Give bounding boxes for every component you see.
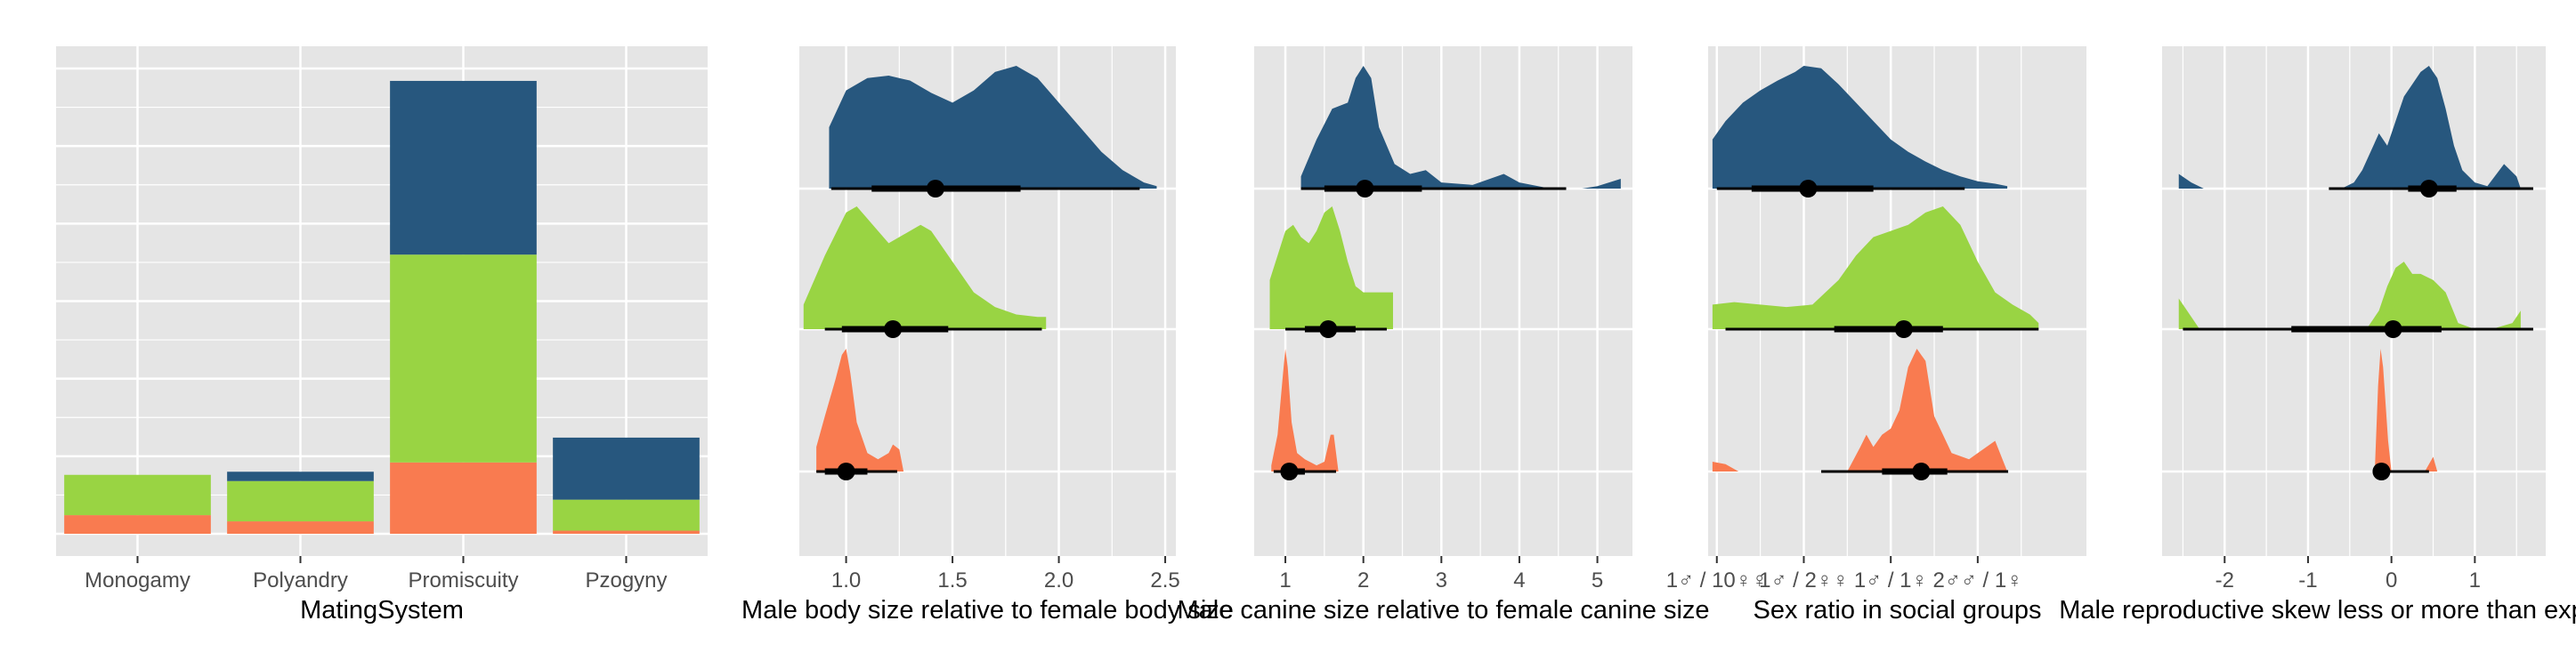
bar-segment: [390, 80, 537, 255]
tick-label: 2: [1357, 568, 1369, 592]
tick-label: 2.0: [1044, 568, 1073, 592]
density-ridge: [1300, 66, 1621, 189]
tick-label: 1: [2469, 568, 2481, 592]
panel-1: Monogamy Polyandry Promiscuity Pzogyny Matin…: [56, 46, 708, 625]
point-estimate: [1799, 180, 1818, 197]
tick-label: Promiscuity: [408, 568, 518, 592]
bar-segment: [64, 515, 211, 534]
bar-segment: [553, 437, 700, 500]
tick-label: 1.5: [937, 568, 967, 592]
panel-5: -2 -1 0 1 Male reproductive skew less or mor…: [2059, 46, 2576, 625]
tick-label: 4: [1513, 568, 1525, 592]
point-estimate: [2384, 320, 2402, 338]
density-ridge: [2178, 262, 2521, 329]
tick-label: Monogamy: [85, 568, 190, 592]
density-ridge: [1271, 349, 1339, 472]
tick-label: 3: [1436, 568, 1447, 592]
point-estimate: [2372, 463, 2391, 480]
density-ridge: [2374, 349, 2438, 472]
density-ridge: [2178, 66, 2521, 189]
density-ridge: [829, 66, 1157, 189]
panel-3: 1 2 3 4 5 Male canine size relative to female…: [1177, 46, 1710, 625]
point-estimate: [1280, 463, 1299, 480]
x-axis-title: MatingSystem: [300, 596, 464, 625]
density-ridge: [816, 349, 904, 472]
bar-segment: [227, 521, 374, 534]
point-estimate: [1319, 320, 1338, 338]
tick-label: Polyandry: [253, 568, 348, 592]
point-estimate: [1912, 463, 1931, 480]
bar-segment: [390, 462, 537, 534]
tick-label: -1: [2298, 568, 2317, 592]
tick-label: 2.5: [1150, 568, 1179, 592]
tick-label: Pzogyny: [585, 568, 667, 592]
point-estimate: [1356, 180, 1374, 197]
bar-segment: [227, 480, 374, 522]
tick-label: 5: [1592, 568, 1603, 592]
point-estimate: [926, 180, 944, 197]
panel-background: [2162, 46, 2546, 556]
bar-segment: [390, 254, 537, 463]
bar-segment: [553, 499, 700, 531]
panel-2: 1.0 1.5 2.0 2.5 Male body size relative to f…: [741, 46, 1234, 625]
tick-label: 1♂ / 10♀♀: [1666, 568, 1768, 592]
point-estimate: [1894, 320, 1913, 338]
density-ridge: [1712, 206, 2039, 329]
bar-segment: [64, 474, 211, 516]
bar-segment: [227, 472, 374, 481]
tick-label: -2: [2216, 568, 2234, 592]
x-axis-title: Male reproductive skew less or more than…: [2059, 596, 2576, 625]
density-ridge: [1269, 206, 1393, 329]
tick-label: 1: [1279, 568, 1291, 592]
tick-label: 2♂♂ / 1♀: [1933, 568, 2023, 592]
density-ridge: [1712, 66, 2008, 189]
tick-label: 1♂ / 1♀: [1854, 568, 1928, 592]
density-ridge: [803, 206, 1047, 329]
x-axis-title: Male canine size relative to female cani…: [1177, 596, 1709, 625]
x-axis-title: Male body size relative to female body s…: [741, 596, 1234, 625]
panel-4: 1♂ / 10♀♀1♂ / 2♀♀ 1♂ / 1♀ 2♂♂ / 1♀ Sex rati…: [1666, 46, 2086, 625]
tick-label: 0: [2386, 568, 2397, 592]
point-estimate: [884, 320, 903, 338]
tick-label: 1♂ / 2♀♀: [1759, 568, 1849, 592]
density-ridge: [1712, 349, 2008, 472]
x-axis-title: Sex ratio in social groups: [1754, 596, 2042, 625]
point-estimate: [2419, 180, 2438, 197]
tick-label: 1.0: [831, 568, 861, 592]
point-estimate: [837, 463, 855, 480]
bar-segment: [553, 530, 700, 534]
